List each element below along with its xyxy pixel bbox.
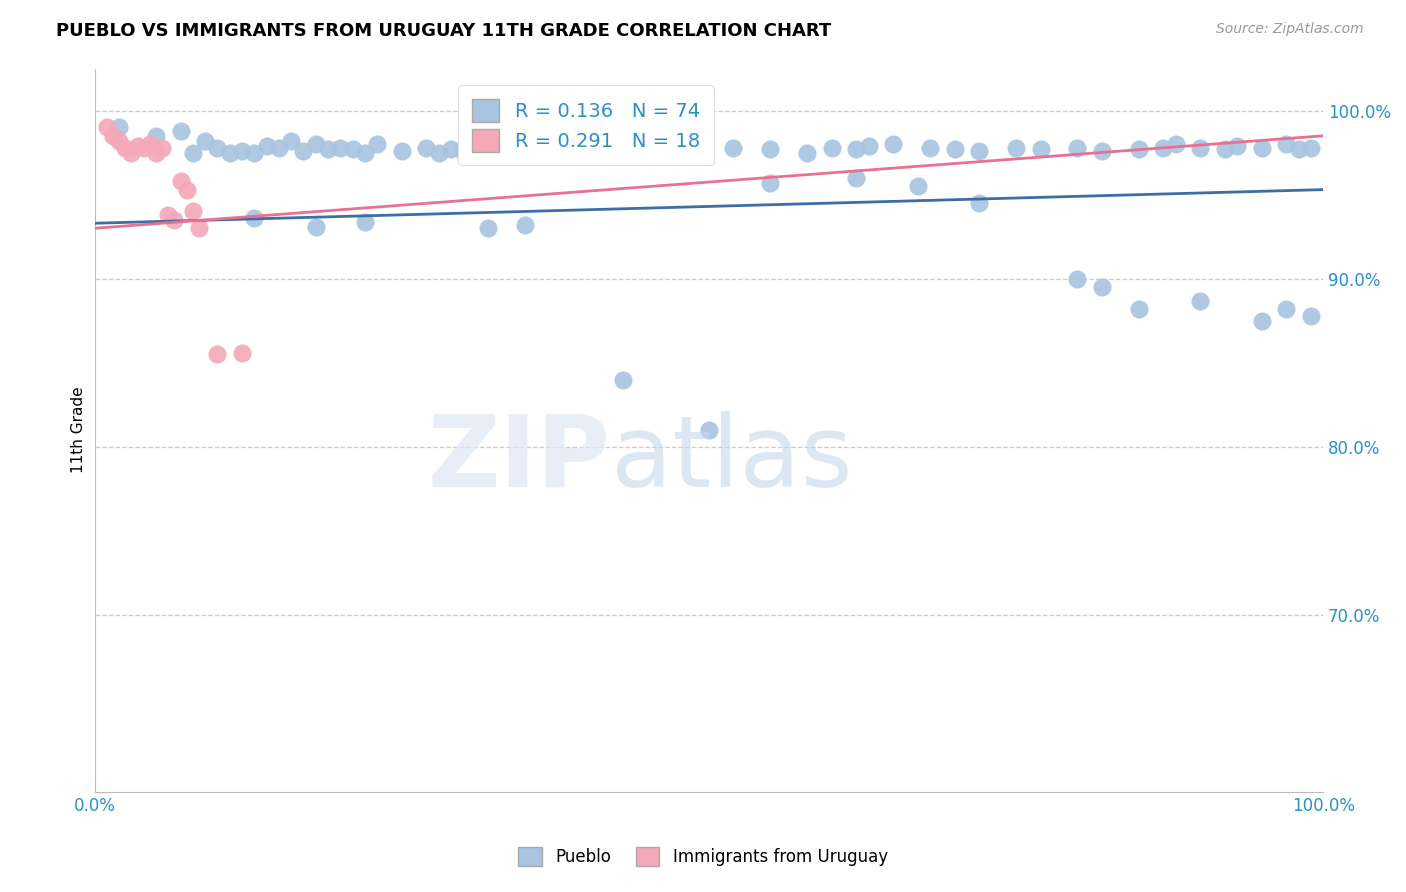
Point [218, 145, 240, 160]
Point [169, 124, 191, 138]
Point [882, 137, 904, 152]
Point [207, 347, 229, 361]
Text: atlas: atlas [610, 410, 852, 508]
Point [1275, 301, 1298, 316]
Point [101, 128, 124, 143]
Point [612, 373, 634, 387]
Point [451, 144, 474, 158]
Point [1213, 142, 1236, 156]
Point [796, 145, 818, 160]
Point [157, 208, 180, 222]
Point [354, 145, 377, 160]
Point [1288, 142, 1310, 156]
Point [1152, 140, 1174, 154]
Point [108, 134, 131, 148]
Point [127, 139, 149, 153]
Point [599, 140, 621, 154]
Point [243, 145, 266, 160]
Point [1066, 140, 1088, 154]
Point [108, 120, 131, 135]
Point [1226, 139, 1249, 153]
Point [538, 140, 561, 154]
Text: PUEBLO VS IMMIGRANTS FROM URUGUAY 11TH GRADE CORRELATION CHART: PUEBLO VS IMMIGRANTS FROM URUGUAY 11TH G… [56, 22, 831, 40]
Point [477, 221, 499, 235]
Point [163, 213, 186, 227]
Point [1091, 280, 1114, 294]
Legend: R = 0.136   N = 74, R = 0.291   N = 18: R = 0.136 N = 74, R = 0.291 N = 18 [458, 86, 714, 165]
Point [1189, 293, 1212, 308]
Point [114, 140, 136, 154]
Point [427, 145, 450, 160]
Point [1128, 301, 1150, 316]
Point [489, 140, 512, 154]
Point [673, 144, 696, 158]
Point [636, 145, 658, 160]
Point [907, 179, 929, 194]
Point [366, 137, 388, 152]
Point [513, 142, 536, 156]
Point [231, 144, 253, 158]
Point [1250, 314, 1272, 328]
Point [243, 211, 266, 226]
Point [858, 139, 880, 153]
Point [1066, 271, 1088, 285]
Point [342, 142, 364, 156]
Point [723, 140, 745, 154]
Point [96, 120, 118, 135]
Point [120, 145, 142, 160]
Point [231, 345, 253, 359]
Point [759, 142, 782, 156]
Point [181, 145, 204, 160]
Point [1005, 140, 1028, 154]
Point [207, 140, 229, 154]
Point [169, 174, 191, 188]
Point [1029, 142, 1052, 156]
Point [1250, 140, 1272, 154]
Point [1299, 140, 1322, 154]
Point [292, 144, 315, 158]
Point [305, 137, 328, 152]
Point [967, 144, 990, 158]
Point [1189, 140, 1212, 154]
Point [1275, 137, 1298, 152]
Point [354, 214, 377, 228]
Point [845, 170, 868, 185]
Point [329, 140, 352, 154]
Point [513, 218, 536, 232]
Point [1128, 142, 1150, 156]
Point [280, 134, 302, 148]
Point [267, 140, 290, 154]
Point [477, 145, 499, 160]
Point [697, 423, 720, 437]
Point [759, 176, 782, 190]
Point [139, 137, 162, 152]
Point [821, 140, 844, 154]
Point [1091, 144, 1114, 158]
Text: Source: ZipAtlas.com: Source: ZipAtlas.com [1216, 22, 1364, 37]
Point [150, 140, 173, 154]
Point [575, 144, 598, 158]
Point [316, 142, 339, 156]
Point [967, 196, 990, 211]
Point [181, 204, 204, 219]
Point [845, 142, 868, 156]
Point [440, 142, 463, 156]
Point [132, 140, 155, 154]
Point [918, 140, 941, 154]
Point [176, 183, 198, 197]
Text: ZIP: ZIP [427, 410, 610, 508]
Point [415, 140, 437, 154]
Point [1164, 137, 1187, 152]
Point [188, 221, 211, 235]
Legend: Pueblo, Immigrants from Uruguay: Pueblo, Immigrants from Uruguay [510, 838, 896, 875]
Y-axis label: 11th Grade: 11th Grade [72, 387, 86, 474]
Point [145, 145, 167, 160]
Point [943, 142, 966, 156]
Point [256, 139, 278, 153]
Point [145, 128, 167, 143]
Point [194, 134, 217, 148]
Point [391, 144, 413, 158]
Point [305, 219, 328, 234]
Point [1299, 309, 1322, 323]
